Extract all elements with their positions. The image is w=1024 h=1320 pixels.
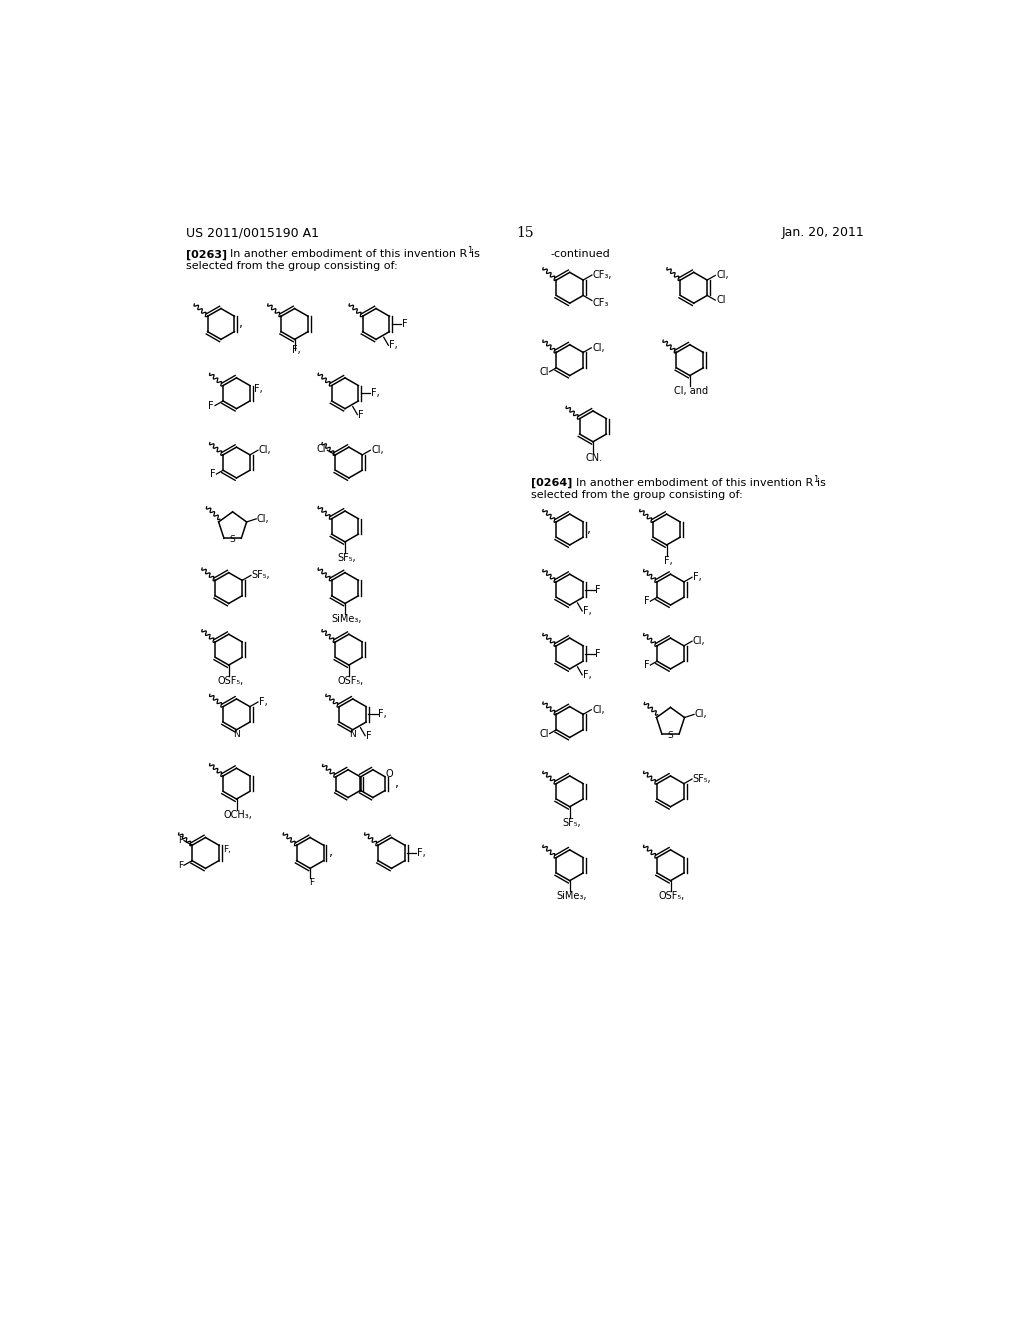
- Text: F: F: [644, 660, 649, 671]
- Text: Cl,: Cl,: [592, 705, 604, 714]
- Text: F: F: [178, 861, 183, 870]
- Text: OCH₃,: OCH₃,: [223, 810, 253, 820]
- Text: SiMe₃,: SiMe₃,: [332, 614, 361, 624]
- Text: OSF₅,: OSF₅,: [337, 676, 364, 686]
- Text: F: F: [208, 400, 213, 411]
- Text: CN.: CN.: [586, 453, 603, 462]
- Text: ,: ,: [330, 846, 334, 859]
- Text: Cl: Cl: [540, 367, 549, 376]
- Text: F,: F,: [417, 847, 426, 858]
- Text: Cl,: Cl,: [592, 343, 604, 352]
- Text: F: F: [644, 597, 649, 606]
- Text: 15: 15: [516, 226, 534, 240]
- Text: F,: F,: [664, 556, 673, 566]
- Text: -continued: -continued: [550, 249, 610, 259]
- Text: selected from the group consisting of:: selected from the group consisting of:: [531, 490, 742, 499]
- Text: SF₅,: SF₅,: [562, 817, 581, 828]
- Text: F: F: [595, 585, 601, 594]
- Text: Cl: Cl: [716, 296, 725, 305]
- Text: F,: F,: [693, 573, 701, 582]
- Text: OSF₅,: OSF₅,: [217, 676, 244, 686]
- Text: SF₅,: SF₅,: [693, 774, 712, 784]
- Text: CF₃: CF₃: [593, 298, 609, 308]
- Text: N: N: [349, 730, 356, 739]
- Text: is: is: [471, 249, 480, 259]
- Text: F: F: [401, 319, 408, 329]
- Text: Cl,: Cl,: [693, 636, 706, 647]
- Text: F,: F,: [223, 845, 231, 854]
- Text: In another embodiment of this invention R: In another embodiment of this invention …: [575, 478, 813, 488]
- Text: Cl,: Cl,: [259, 445, 271, 455]
- Text: [0264]: [0264]: [531, 478, 572, 488]
- Text: SiMe₃,: SiMe₃,: [556, 891, 587, 902]
- Text: Jan. 20, 2011: Jan. 20, 2011: [781, 226, 864, 239]
- Text: S: S: [229, 535, 236, 544]
- Text: [0263]: [0263]: [186, 249, 227, 260]
- Text: Cl,: Cl,: [695, 709, 708, 719]
- Text: F,: F,: [254, 384, 263, 395]
- Text: Cl: Cl: [540, 729, 549, 739]
- Text: F: F: [595, 648, 601, 659]
- Text: ,: ,: [587, 523, 591, 536]
- Text: ,: ,: [394, 777, 398, 791]
- Text: Cl, and: Cl, and: [675, 387, 709, 396]
- Text: F,: F,: [259, 697, 267, 708]
- Text: Cl,: Cl,: [257, 513, 269, 524]
- Text: N: N: [233, 730, 240, 739]
- Text: F: F: [178, 836, 183, 845]
- Text: CF₃,: CF₃,: [593, 271, 612, 280]
- Text: F: F: [358, 409, 364, 420]
- Text: F,: F,: [583, 669, 592, 680]
- Text: ,: ,: [239, 317, 243, 330]
- Text: O: O: [385, 770, 393, 779]
- Text: F,: F,: [371, 388, 379, 399]
- Text: US 2011/0015190 A1: US 2011/0015190 A1: [186, 226, 319, 239]
- Text: OSF₅,: OSF₅,: [658, 891, 685, 902]
- Text: Cl: Cl: [316, 444, 326, 454]
- Text: F: F: [210, 469, 216, 479]
- Text: F,: F,: [292, 345, 301, 355]
- Text: Cl,: Cl,: [371, 445, 384, 455]
- Text: S: S: [668, 731, 674, 739]
- Text: 1: 1: [467, 246, 473, 255]
- Text: Cl,: Cl,: [716, 271, 729, 280]
- Text: F: F: [366, 731, 372, 741]
- Text: F: F: [309, 878, 314, 887]
- Text: SF₅,: SF₅,: [337, 553, 356, 562]
- Text: is: is: [817, 478, 825, 488]
- Text: SF₅,: SF₅,: [252, 570, 270, 581]
- Text: F,: F,: [378, 709, 387, 719]
- Text: In another embodiment of this invention R: In another embodiment of this invention …: [230, 249, 468, 259]
- Text: F,: F,: [389, 341, 398, 350]
- Text: selected from the group consisting of:: selected from the group consisting of:: [186, 261, 398, 271]
- Text: F,: F,: [583, 606, 592, 616]
- Text: 1: 1: [813, 475, 818, 484]
